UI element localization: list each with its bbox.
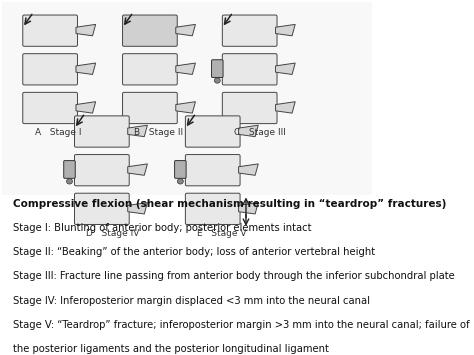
Polygon shape — [128, 125, 147, 137]
Polygon shape — [76, 24, 96, 36]
Polygon shape — [176, 24, 195, 36]
Polygon shape — [275, 24, 295, 36]
Circle shape — [66, 179, 73, 184]
FancyBboxPatch shape — [74, 116, 129, 147]
Circle shape — [214, 78, 220, 83]
FancyBboxPatch shape — [74, 154, 129, 186]
Polygon shape — [128, 164, 147, 175]
FancyBboxPatch shape — [23, 54, 77, 85]
Polygon shape — [76, 102, 96, 113]
Polygon shape — [176, 102, 195, 113]
Text: Stage I: Blunting of anterior body; posterior elements intact: Stage I: Blunting of anterior body; post… — [13, 223, 312, 233]
Text: Stage IV: Inferoposterior margin displaced <3 mm into the neural canal: Stage IV: Inferoposterior margin displac… — [13, 296, 370, 306]
Text: Stage V: “Teardrop” fracture; inferoposterior margin >3 mm into the neural canal: Stage V: “Teardrop” fracture; inferopost… — [13, 320, 470, 330]
Text: Compressive flexion (shear mechanism resulting in “teardrop” fractures): Compressive flexion (shear mechanism res… — [13, 199, 447, 209]
FancyBboxPatch shape — [185, 116, 240, 147]
Text: the posterior ligaments and the posterior longitudinal ligament: the posterior ligaments and the posterio… — [13, 344, 329, 354]
Text: C   Stage III: C Stage III — [234, 128, 286, 137]
Text: E   Stage V: E Stage V — [197, 229, 246, 238]
FancyBboxPatch shape — [64, 160, 75, 178]
FancyBboxPatch shape — [222, 54, 277, 85]
FancyBboxPatch shape — [222, 15, 277, 46]
Polygon shape — [238, 164, 258, 175]
Text: Stage III: Fracture line passing from anterior body through the inferior subchon: Stage III: Fracture line passing from an… — [13, 271, 455, 282]
Bar — [2, 2, 372, 195]
FancyBboxPatch shape — [174, 160, 186, 178]
FancyBboxPatch shape — [211, 60, 223, 77]
FancyBboxPatch shape — [123, 92, 177, 124]
Polygon shape — [238, 203, 258, 214]
FancyBboxPatch shape — [123, 15, 177, 46]
FancyBboxPatch shape — [185, 154, 240, 186]
Polygon shape — [76, 63, 96, 75]
FancyBboxPatch shape — [222, 92, 277, 124]
Polygon shape — [275, 63, 295, 75]
Text: A   Stage I: A Stage I — [35, 128, 81, 137]
Text: D   Stage IV: D Stage IV — [86, 229, 140, 238]
FancyBboxPatch shape — [123, 54, 177, 85]
Circle shape — [177, 179, 183, 184]
Polygon shape — [176, 63, 195, 75]
Polygon shape — [238, 125, 258, 137]
Text: Stage II: “Beaking” of the anterior body; loss of anterior vertebral height: Stage II: “Beaking” of the anterior body… — [13, 247, 375, 257]
Polygon shape — [128, 203, 147, 214]
FancyBboxPatch shape — [23, 92, 77, 124]
FancyBboxPatch shape — [185, 193, 240, 224]
FancyBboxPatch shape — [74, 193, 129, 224]
FancyBboxPatch shape — [23, 15, 77, 46]
Polygon shape — [275, 102, 295, 113]
Text: B   Stage II: B Stage II — [134, 128, 183, 137]
